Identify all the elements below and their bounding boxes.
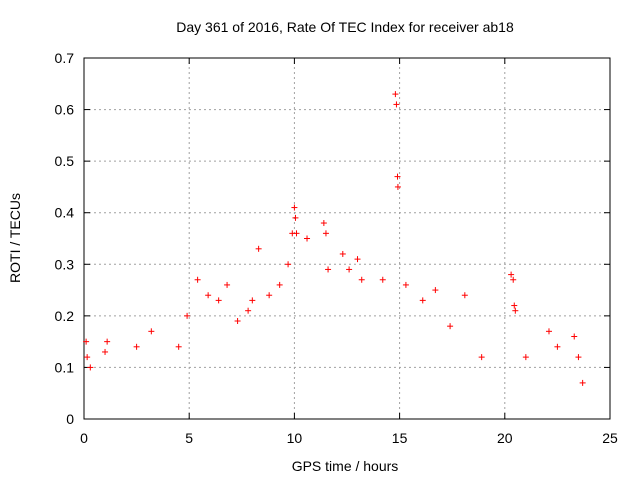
data-point: [104, 338, 111, 345]
data-point: [447, 323, 454, 330]
y-tick-label: 0.3: [55, 256, 75, 272]
data-point: [339, 250, 346, 257]
data-point: [292, 214, 299, 221]
data-point: [133, 343, 140, 350]
data-point: [394, 183, 401, 190]
data-point: [224, 281, 231, 288]
y-tick-label: 0.2: [55, 308, 75, 324]
data-point: [346, 266, 353, 273]
x-tick-label: 15: [392, 430, 408, 446]
data-point: [266, 292, 273, 299]
data-point: [194, 276, 201, 283]
data-point: [184, 312, 191, 319]
data-point: [175, 343, 182, 350]
data-point: [392, 91, 399, 98]
y-tick-label: 0.4: [55, 205, 75, 221]
x-axis-label: GPS time / hours: [292, 458, 399, 474]
data-point: [276, 281, 283, 288]
data-point: [522, 354, 529, 361]
data-point: [320, 220, 327, 227]
data-point: [83, 338, 90, 345]
data-point: [358, 276, 365, 283]
data-point: [322, 230, 329, 237]
data-point: [575, 354, 582, 361]
data-point: [510, 276, 517, 283]
data-points: [83, 91, 586, 386]
data-point: [508, 271, 515, 278]
axis-ticks: 0 5 10 15 20 25 0 0.1 0.2 0.3 0.4 0.5 0.6 0.7: [55, 50, 618, 446]
data-point: [461, 292, 468, 299]
y-axis-label: ROTI / TECUs: [7, 193, 23, 283]
grid: [84, 58, 610, 419]
data-point: [102, 348, 109, 355]
data-point: [478, 354, 485, 361]
data-point: [293, 230, 300, 237]
chart-title: Day 361 of 2016, Rate Of TEC Index for r…: [176, 19, 514, 35]
data-point: [394, 173, 401, 180]
data-point: [354, 256, 361, 263]
data-point: [148, 328, 155, 335]
x-tick-label: 10: [287, 430, 303, 446]
data-point: [84, 354, 91, 361]
data-point: [249, 297, 256, 304]
data-point: [545, 328, 552, 335]
data-point: [285, 261, 292, 268]
data-point: [215, 297, 222, 304]
data-point: [402, 281, 409, 288]
data-point: [511, 302, 518, 309]
y-tick-label: 0.6: [55, 102, 75, 118]
data-point: [379, 276, 386, 283]
y-tick-label: 0.5: [55, 153, 75, 169]
data-point: [255, 245, 262, 252]
data-point: [245, 307, 252, 314]
y-tick-label: 0.1: [55, 359, 75, 375]
y-tick-label: 0: [66, 411, 74, 427]
data-point: [304, 235, 311, 242]
data-point: [205, 292, 212, 299]
data-point: [432, 287, 439, 294]
data-point: [554, 343, 561, 350]
data-point: [291, 204, 298, 211]
plot-frame: [83, 57, 611, 420]
x-tick-label: 0: [80, 430, 88, 446]
data-point: [419, 297, 426, 304]
data-point: [87, 364, 94, 371]
x-tick-label: 20: [497, 430, 513, 446]
data-point: [325, 266, 332, 273]
data-point: [579, 379, 586, 386]
data-point: [571, 333, 578, 340]
x-tick-label: 25: [602, 430, 618, 446]
x-tick-label: 5: [185, 430, 193, 446]
y-tick-label: 0.7: [55, 50, 75, 66]
data-point: [512, 307, 519, 314]
data-point: [234, 318, 241, 325]
data-point: [393, 101, 400, 108]
